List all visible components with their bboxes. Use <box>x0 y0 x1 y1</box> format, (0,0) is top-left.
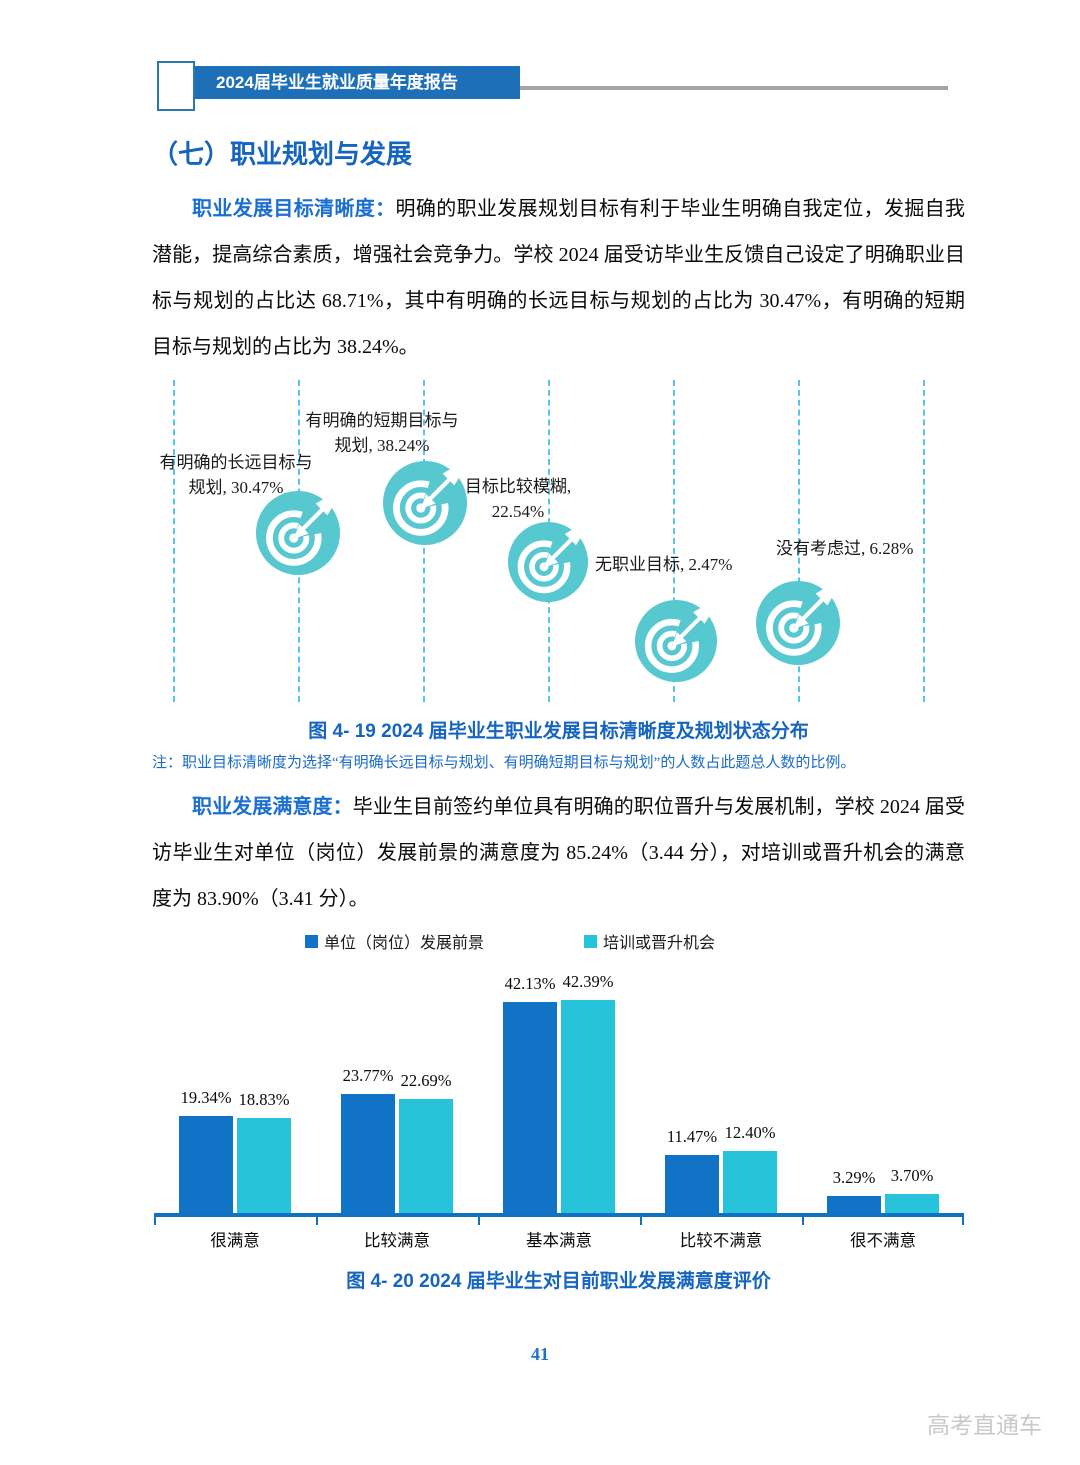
target-dart-icon <box>756 581 840 665</box>
category-label: 很不满意 <box>850 1231 916 1250</box>
header-title-bar: 2024届毕业生就业质量年度报告 <box>172 66 520 99</box>
legend-swatch-blue <box>305 934 318 948</box>
bubble-label-line: 没有考虑过, 6.28% <box>776 539 914 558</box>
target-dart-icon <box>508 522 588 602</box>
bubble-label: 没有考虑过, 6.28% <box>776 536 976 561</box>
bar-value-label: 3.70% <box>890 1166 934 1186</box>
bar-prospect <box>503 1001 557 1213</box>
bubble-label-line: 有明确的短期目标与 <box>305 411 459 430</box>
page-number: 41 <box>531 1344 549 1364</box>
bar-prospect <box>827 1196 881 1213</box>
axis-tick <box>316 1217 318 1225</box>
category-label: 基本满意 <box>526 1231 592 1250</box>
bar-value-label: 42.39% <box>562 972 614 992</box>
paragraph-goal-clarity-lead: 职业发展目标清晰度： <box>192 198 396 220</box>
bubble-label-line: 目标比较模糊, <box>464 477 572 496</box>
bar-value-label: 3.29% <box>832 1168 876 1188</box>
target-dart-icon <box>383 461 467 545</box>
bar-training <box>237 1118 291 1213</box>
goal-clarity-bubble-chart: 有明确的长远目标与 规划, 30.47% 有明确的短期目标与 规划, 38.24% 目标… <box>152 380 965 702</box>
paragraph-goal-clarity: 职业发展目标清晰度：明确的职业发展规划目标有利于毕业生明确自我定位，发掘自我潜能… <box>152 186 965 370</box>
bubble-label: 目标比较模糊, 22.54% <box>428 474 608 524</box>
bar-value-label: 18.83% <box>238 1090 290 1110</box>
header-rule <box>520 86 948 90</box>
axis-tick <box>478 1217 480 1225</box>
bar-value-label: 23.77% <box>342 1065 394 1085</box>
paragraph-satisfaction-lead: 职业发展满意度： <box>192 796 353 818</box>
bubble-label-line: 22.54% <box>491 502 545 521</box>
bar-value-label: 12.40% <box>724 1122 776 1142</box>
figure-4-19-caption: 图 4- 19 2024 届毕业生职业发展目标清晰度及规划状态分布 <box>308 721 809 742</box>
bar-prospect <box>179 1115 233 1213</box>
target-dart-icon <box>635 600 717 682</box>
bubble-label-line: 规划, 38.24% <box>334 436 430 455</box>
dashed-gridline <box>798 380 800 702</box>
category-label: 很满意 <box>210 1231 260 1250</box>
paragraph-goal-clarity-text: 明确的职业发展规划目标有利于毕业生明确自我定位，发掘自我潜能，提高综合素质，增强… <box>152 198 966 358</box>
bubble-label-line: 有明确的长远目标与 <box>159 453 313 472</box>
bar-training <box>885 1194 939 1213</box>
legend-label-prospect: 单位（岗位）发展前景 <box>324 935 485 952</box>
dashed-gridline <box>923 380 925 702</box>
bubble-label-line: 规划, 30.47% <box>188 478 284 497</box>
bubble-label: 有明确的长远目标与 规划, 30.47% <box>146 450 326 500</box>
target-dart-glyph <box>635 600 717 682</box>
header-decor-box <box>157 61 195 111</box>
target-dart-icon <box>256 491 340 575</box>
bar-value-label: 22.69% <box>400 1071 452 1091</box>
satisfaction-bar-chart: 19.34% 18.83% 23.77% 22.69% 42.13% 42.39% 11.4… <box>154 972 964 1225</box>
watermark: 高考直通车 <box>927 1412 1042 1438</box>
section-title: （七）职业规划与发展 <box>152 139 413 169</box>
target-dart-glyph <box>508 522 588 602</box>
category-label: 比较满意 <box>364 1231 430 1250</box>
bar-prospect <box>341 1093 395 1213</box>
axis-tick <box>802 1217 804 1225</box>
dashed-gridline <box>173 380 175 702</box>
bar-chart-legend: 单位（岗位）发展前景 培训或晋升机会 <box>152 929 965 953</box>
bar-chart-category-labels: 很满意 比较满意 基本满意 比较不满意 很不满意 <box>154 1227 964 1251</box>
bar-value-label: 19.34% <box>180 1087 232 1107</box>
legend-label-training: 培训或晋升机会 <box>603 935 716 952</box>
dashed-gridline <box>673 380 675 702</box>
bubble-label: 有明确的短期目标与 规划, 38.24% <box>292 408 472 458</box>
bar-training <box>723 1150 777 1213</box>
axis-tick <box>962 1217 964 1225</box>
bar-training <box>399 1099 453 1213</box>
header-title: 2024届毕业生就业质量年度报告 <box>216 73 458 92</box>
bar-value-label: 11.47% <box>666 1127 718 1147</box>
paragraph-satisfaction-text: 毕业生目前签约单位具有明确的职位晋升与发展机制，学校 2024 届受访毕业生对单… <box>152 796 966 910</box>
bar-value-label: 42.13% <box>504 973 556 993</box>
figure-4-20-caption: 图 4- 20 2024 届毕业生对目前职业发展满意度评价 <box>346 1271 771 1292</box>
axis-tick <box>154 1217 156 1225</box>
category-label: 比较不满意 <box>679 1231 763 1250</box>
legend-swatch-cyan <box>584 934 598 948</box>
bubble-label: 无职业目标, 2.47% <box>595 552 795 577</box>
axis-tick <box>640 1217 642 1225</box>
legend-item-training: 培训或晋升机会 <box>584 929 715 953</box>
figure-4-19-note: 注：职业目标清晰度为选择“有明确长远目标与规划、有明确短期目标与规划”的人数占此… <box>152 755 856 771</box>
legend-item-prospect: 单位（岗位）发展前景 <box>305 929 484 953</box>
paragraph-satisfaction: 职业发展满意度：毕业生目前签约单位具有明确的职位晋升与发展机制，学校 2024 … <box>152 784 965 922</box>
bubble-label-line: 无职业目标, 2.47% <box>595 555 733 574</box>
bar-prospect <box>665 1155 719 1213</box>
target-dart-glyph <box>756 581 840 665</box>
bar-training <box>561 1000 615 1213</box>
target-dart-glyph <box>383 461 467 545</box>
target-dart-glyph <box>256 491 340 575</box>
